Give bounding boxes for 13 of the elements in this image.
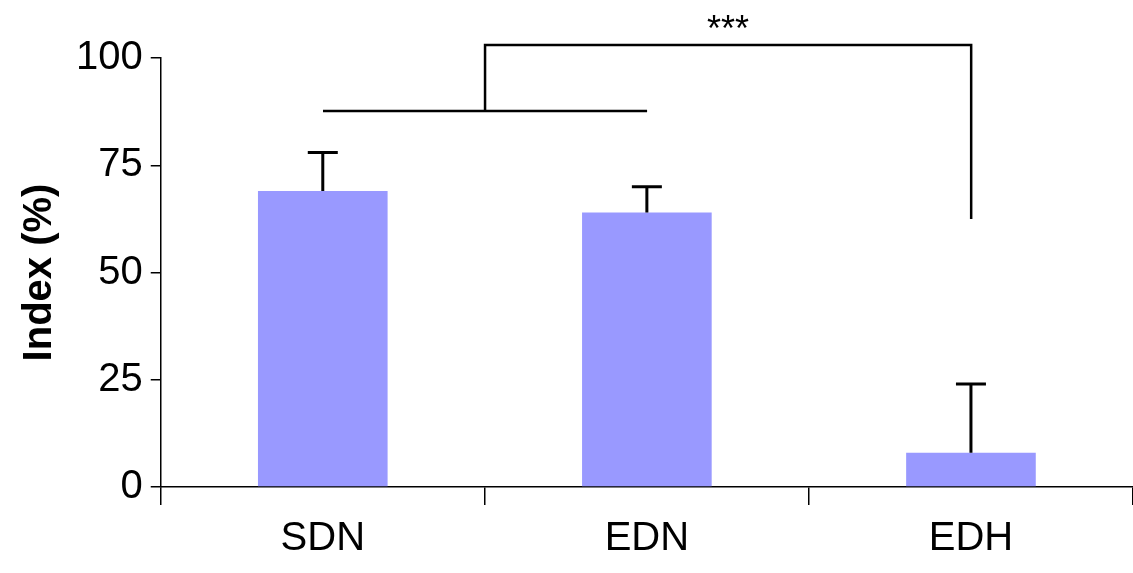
y-tick-label: 75 — [98, 140, 143, 185]
bar — [906, 452, 1036, 487]
text: *** — [706, 8, 749, 49]
y-axis-title: Index (%) — [15, 183, 60, 362]
x-tick-label: EDN — [604, 514, 690, 559]
y-tick-label: 25 — [98, 354, 143, 399]
bar — [582, 212, 712, 487]
y-tick-label: 0 — [120, 462, 143, 507]
y-tick-label: 50 — [98, 247, 143, 292]
y-tick-label: 100 — [75, 33, 143, 78]
bar — [257, 190, 388, 487]
x-tick-label: SDN — [280, 514, 366, 559]
x-tick-label: EDH — [928, 514, 1014, 559]
